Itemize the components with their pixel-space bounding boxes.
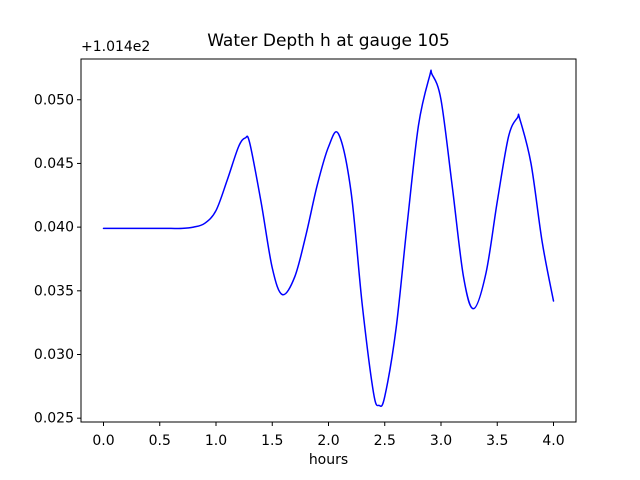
x-tick-label: 0.0 xyxy=(92,433,114,449)
x-tick-label: 3.0 xyxy=(430,433,452,449)
y-tick-label: 0.030 xyxy=(34,347,74,363)
x-ticks: 0.0 0.5 1.0 1.5 2.0 2.5 3.0 3.5 4.0 xyxy=(92,422,565,449)
x-tick-label: 2.0 xyxy=(317,433,339,449)
chart-title: Water Depth h at gauge 105 xyxy=(207,31,450,51)
y-tick-label: 0.050 xyxy=(34,92,74,108)
x-tick-label: 3.5 xyxy=(486,433,508,449)
x-tick-label: 1.5 xyxy=(261,433,283,449)
data-line xyxy=(102,69,555,408)
y-tick-label: 0.035 xyxy=(34,283,74,299)
x-tick-label: 0.5 xyxy=(149,433,171,449)
y-axis-offset-text: +1.014e2 xyxy=(81,39,150,55)
y-tick-label: 0.025 xyxy=(34,411,74,427)
x-tick-label: 4.0 xyxy=(542,433,564,449)
x-tick-label: 2.5 xyxy=(374,433,396,449)
y-tick-label: 0.040 xyxy=(34,220,74,236)
plot-border xyxy=(80,58,577,423)
x-tick-label: 1.0 xyxy=(205,433,227,449)
y-ticks: 0.025 0.030 0.035 0.040 0.045 0.050 xyxy=(34,92,81,427)
x-axis-label: hours xyxy=(309,452,348,468)
y-tick-label: 0.045 xyxy=(34,156,74,172)
